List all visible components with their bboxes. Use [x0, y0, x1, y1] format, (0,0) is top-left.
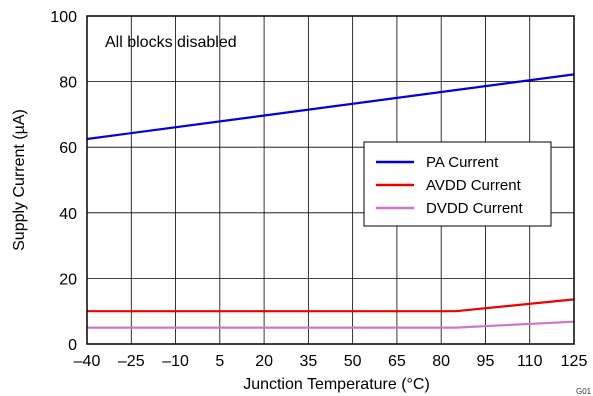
x-tick-label: 20	[255, 353, 273, 370]
y-tick-label: 60	[59, 140, 77, 157]
legend-label: PA Current	[426, 154, 499, 171]
x-tick-label: 65	[388, 353, 406, 370]
y-tick-label: 40	[59, 206, 77, 223]
legend-label: AVDD Current	[426, 177, 522, 194]
x-tick-label: 110	[517, 353, 543, 370]
x-axis-title: Junction Temperature (°C)	[243, 376, 430, 393]
x-tick-label: 80	[432, 353, 450, 370]
x-tick-label: 125	[561, 353, 588, 370]
figure-id: G01	[576, 387, 592, 396]
y-tick-label: 0	[68, 337, 77, 354]
series-lines	[86, 73, 575, 329]
plot-frame	[86, 15, 575, 345]
y-axis-title: Supply Current (µA)	[11, 109, 28, 251]
x-tick-label: –25	[118, 353, 145, 370]
series-line-dvdd-current	[87, 320, 575, 329]
annotation-all-blocks-disabled: All blocks disabled	[105, 34, 237, 51]
legend: PA Current AVDD Current DVDD Current	[363, 141, 552, 227]
x-tick-label: –10	[162, 353, 189, 370]
y-tick-label: 20	[59, 271, 77, 288]
tick-labels: –40 –25 –10 5 20 35 50 65 80 95 110 125 0 20 40 60 80 100	[50, 9, 587, 370]
x-tick-label: 35	[299, 353, 317, 370]
x-tick-label: 95	[477, 353, 495, 370]
x-tick-label: 50	[344, 353, 362, 370]
x-tick-label: –40	[74, 353, 101, 370]
y-tick-label: 80	[59, 75, 77, 92]
x-tick-label: 5	[215, 353, 224, 370]
y-tick-label: 100	[50, 9, 77, 26]
series-line-avdd-current	[87, 298, 575, 313]
series-line-pa-current	[86, 73, 575, 141]
legend-label: DVDD Current	[426, 200, 524, 217]
